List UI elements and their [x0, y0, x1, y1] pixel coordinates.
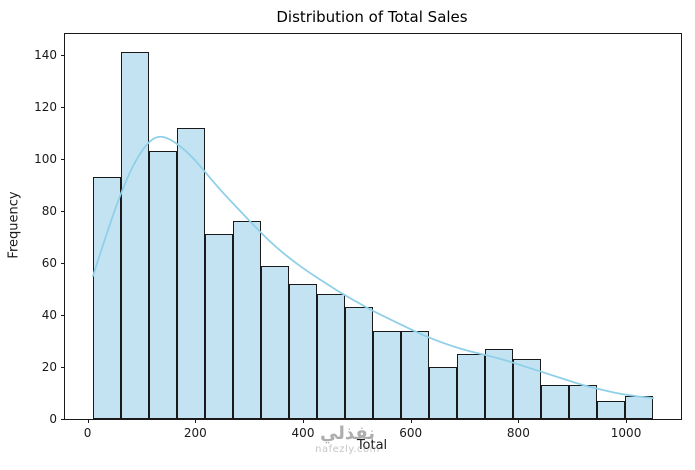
histogram-bar [597, 400, 625, 419]
y-axis-label: Frequency [6, 191, 22, 259]
y-tick-label: 140 [34, 47, 57, 62]
histogram-bar [513, 359, 541, 419]
x-tick-label: 0 [83, 426, 92, 440]
x-tick-mark [195, 419, 197, 423]
y-tick-label: 0 [49, 412, 57, 426]
histogram-bar [485, 348, 513, 419]
x-axis-label: Total [356, 438, 388, 453]
x-tick-label: 200 [183, 426, 207, 440]
histogram-bar [205, 234, 233, 419]
y-tick-mark [61, 314, 65, 316]
bars-layer [65, 34, 681, 419]
x-tick-mark [303, 419, 304, 423]
histogram-bar [373, 330, 401, 419]
x-tick-label: 800 [506, 426, 530, 440]
histogram-bar [429, 366, 457, 419]
y-tick-mark [61, 158, 65, 160]
histogram-bar [457, 353, 485, 419]
histogram-bar [401, 330, 429, 419]
histogram-bar [233, 221, 261, 419]
plot-area: 0 200 400 600 800 1000 0 20 40 60 80 100 120 140 [34, 33, 682, 440]
y-tick-mark [61, 106, 65, 108]
histogram-bar [261, 265, 289, 419]
y-tick-label: 80 [41, 203, 57, 218]
x-tick-label: 400 [291, 426, 315, 440]
histogram-bar [289, 283, 317, 419]
x-tick-label: 600 [399, 426, 423, 440]
y-tick-mark [61, 262, 65, 264]
histogram-bar [317, 294, 345, 419]
y-tick-mark [61, 366, 65, 368]
y-tick-label: 20 [41, 359, 57, 374]
y-tick-mark [61, 54, 65, 56]
y-tick-label: 60 [41, 255, 57, 270]
chart-title: Distribution of Total Sales [276, 8, 468, 26]
x-tick-label: 1000 [610, 426, 642, 440]
x-tick-mark [626, 419, 628, 423]
y-tick-mark [61, 210, 65, 212]
x-tick-mark [87, 419, 89, 423]
histogram-bar [541, 385, 569, 419]
histogram-bar [345, 307, 373, 419]
histogram-bar [177, 127, 205, 419]
x-tick-mark [518, 419, 520, 423]
x-tick-mark [410, 419, 412, 423]
histogram-bar [149, 151, 177, 419]
histogram-bar [569, 385, 597, 419]
y-tick-label: 120 [34, 99, 57, 114]
y-tick-label: 100 [34, 151, 57, 166]
y-tick-label: 40 [41, 307, 57, 322]
histogram-bar [121, 52, 149, 419]
histogram-bar [625, 395, 653, 419]
y-tick-mark [61, 419, 65, 420]
histogram-bar [93, 177, 121, 419]
